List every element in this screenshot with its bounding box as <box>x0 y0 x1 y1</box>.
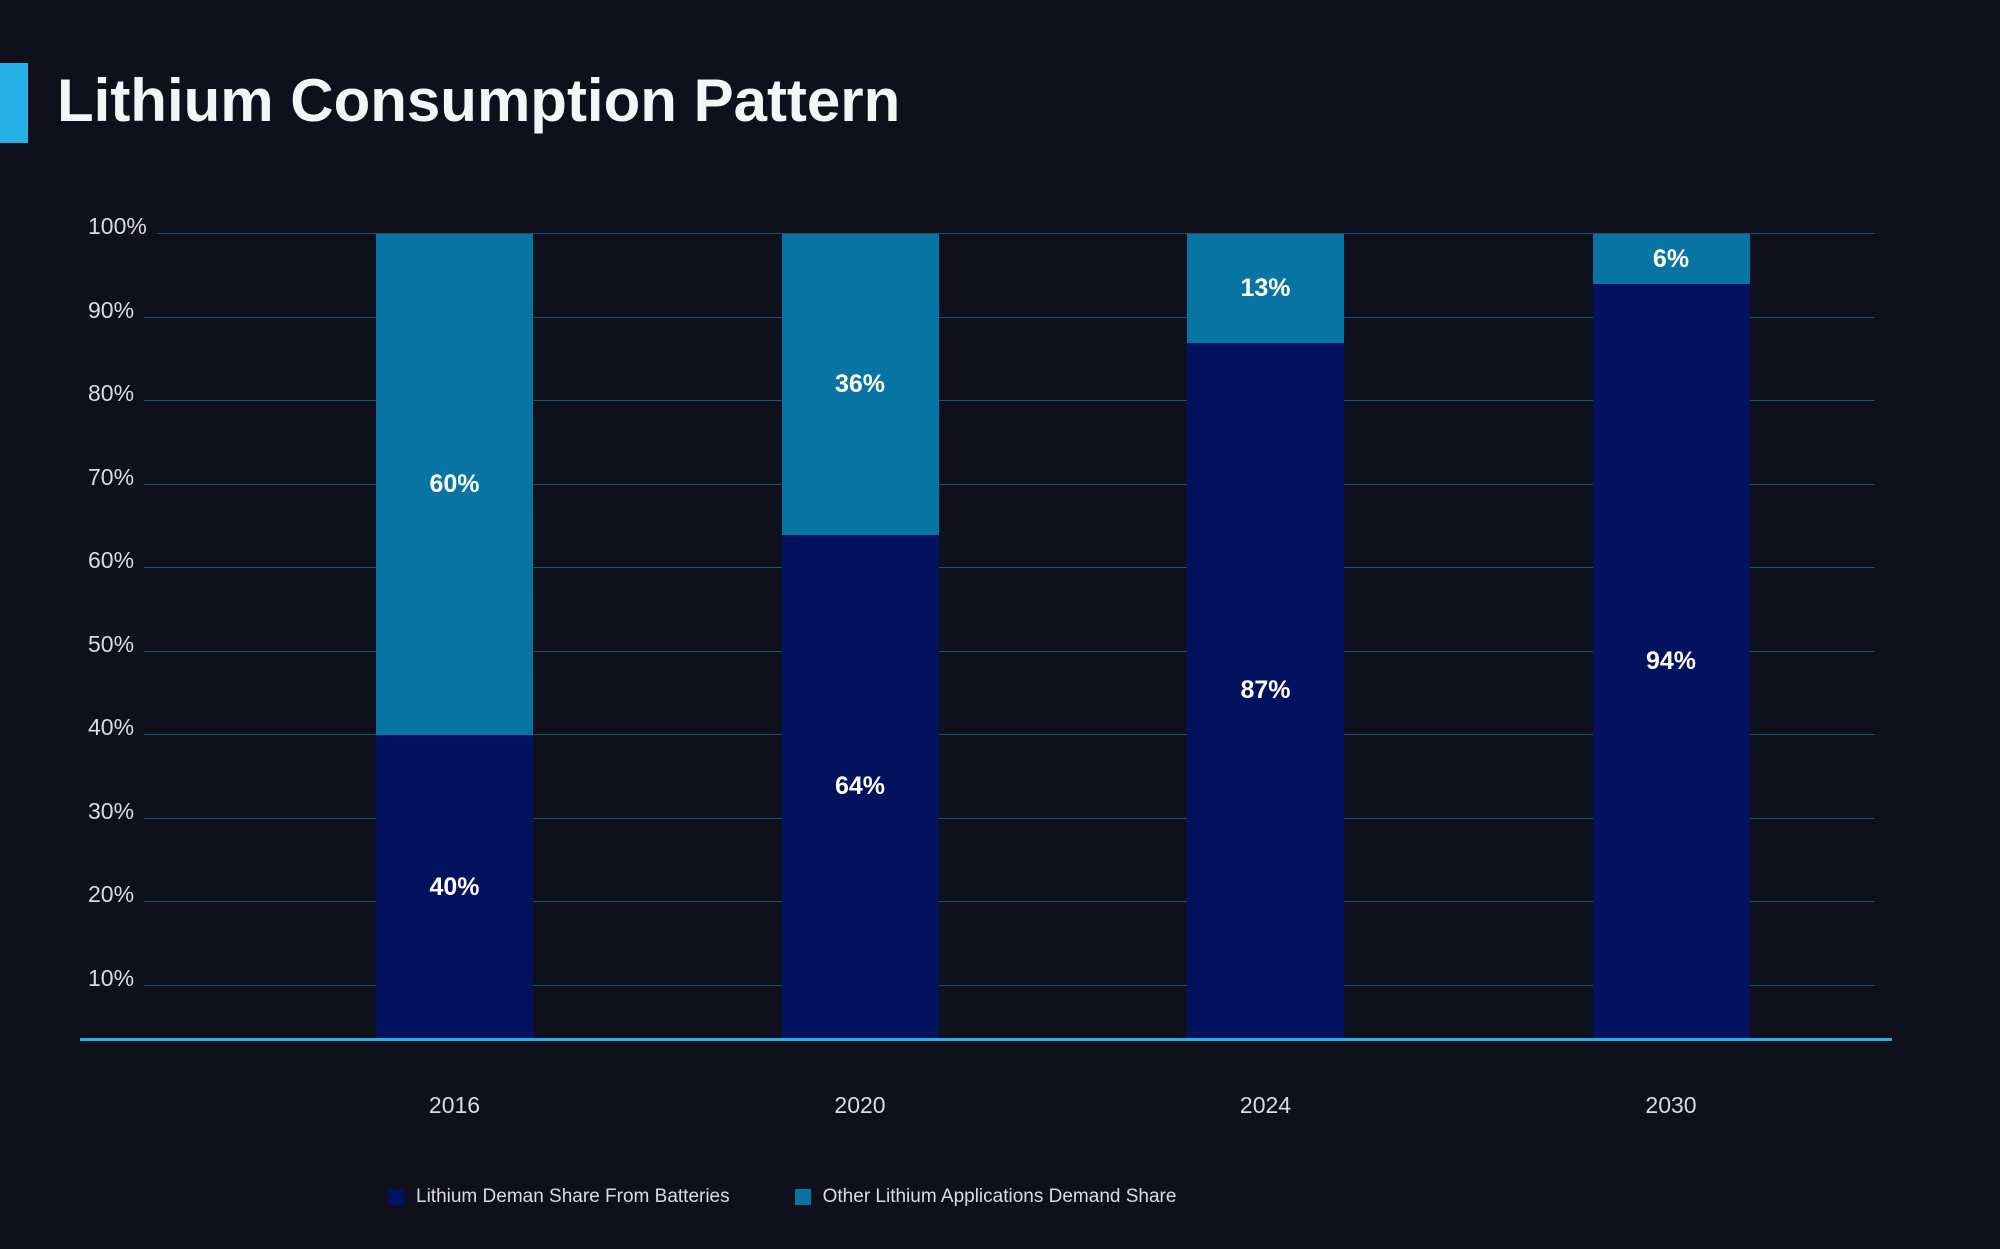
y-tick-label: 70% <box>88 463 135 490</box>
gridline <box>144 817 1875 819</box>
x-axis-label: 2024 <box>1239 1092 1292 1118</box>
bar-segment: 87% <box>1187 342 1344 1039</box>
x-axis-label: 2016 <box>428 1092 481 1118</box>
bar-segment: 64% <box>781 534 939 1039</box>
gridline-row: 90% <box>88 288 1875 323</box>
y-tick-label: 100% <box>88 213 147 239</box>
title-accent-bar <box>0 63 28 143</box>
value-label: 64% <box>834 772 886 801</box>
x-axis-label: 2030 <box>1645 1092 1697 1118</box>
legend-item: Other Lithium Applications Demand Share <box>794 1186 1177 1208</box>
legend-item: Lithium Deman Share From Batteries <box>388 1186 730 1208</box>
bar-2020: 36% 64% <box>781 234 939 1039</box>
value-label: 87% <box>1240 676 1291 705</box>
gridline <box>156 233 1875 234</box>
gridline-row: 80% <box>88 371 1875 406</box>
legend-label: Lithium Deman Share From Batteries <box>416 1186 730 1207</box>
legend-swatch <box>388 1189 404 1205</box>
value-label: 94% <box>1645 647 1697 676</box>
legend-label: Other Lithium Applications Demand Share <box>822 1186 1177 1207</box>
gridline <box>144 400 1875 402</box>
bar-segment: 6% <box>1592 234 1750 285</box>
gridline-row: 30% <box>88 789 1875 824</box>
bar-segment: 40% <box>376 735 533 1039</box>
gridline <box>144 316 1875 318</box>
y-tick-label: 30% <box>88 797 135 824</box>
chart-legend: Lithium Deman Share From Batteries Other … <box>388 1186 1176 1208</box>
x-axis-label: 2020 <box>834 1092 886 1118</box>
y-tick-label: 40% <box>88 714 135 741</box>
gridline-row: 50% <box>88 622 1875 657</box>
x-axis-line <box>80 1038 1892 1041</box>
y-tick-label: 50% <box>88 630 135 657</box>
gridline-row: 10% <box>88 956 1875 991</box>
gridline-row: 20% <box>88 872 1875 907</box>
legend-swatch <box>794 1189 811 1205</box>
gridline-row: 100% <box>88 204 1875 239</box>
value-label: 36% <box>834 369 886 398</box>
bar-2016: 60% 40% <box>376 234 533 1039</box>
value-label: 40% <box>429 872 480 901</box>
bar-2024: 13% 87% <box>1187 234 1344 1039</box>
bar-segment: 94% <box>1592 284 1750 1039</box>
gridline <box>144 650 1875 652</box>
page-title: Lithium Consumption Pattern <box>57 67 901 134</box>
gridline <box>144 567 1875 569</box>
bar-segment: 13% <box>1187 234 1344 343</box>
gridline <box>144 984 1875 986</box>
gridline <box>144 483 1875 485</box>
y-tick-label: 60% <box>88 547 135 574</box>
gridline-row: 40% <box>88 705 1875 740</box>
gridline <box>144 901 1875 903</box>
y-tick-label: 80% <box>88 380 135 407</box>
y-tick-label: 20% <box>88 881 135 908</box>
bar-segment: 36% <box>781 234 939 535</box>
gridline <box>144 734 1875 736</box>
value-label: 6% <box>1652 244 1690 273</box>
y-tick-label: 10% <box>88 964 135 991</box>
gridline-row: 60% <box>88 538 1875 573</box>
gridline-row: 70% <box>88 455 1875 490</box>
y-tick-label: 90% <box>88 296 135 323</box>
value-label: 60% <box>429 470 480 499</box>
bar-segment: 60% <box>376 234 533 736</box>
value-label: 13% <box>1240 273 1291 302</box>
bar-2030: 6% 94% <box>1592 234 1750 1039</box>
